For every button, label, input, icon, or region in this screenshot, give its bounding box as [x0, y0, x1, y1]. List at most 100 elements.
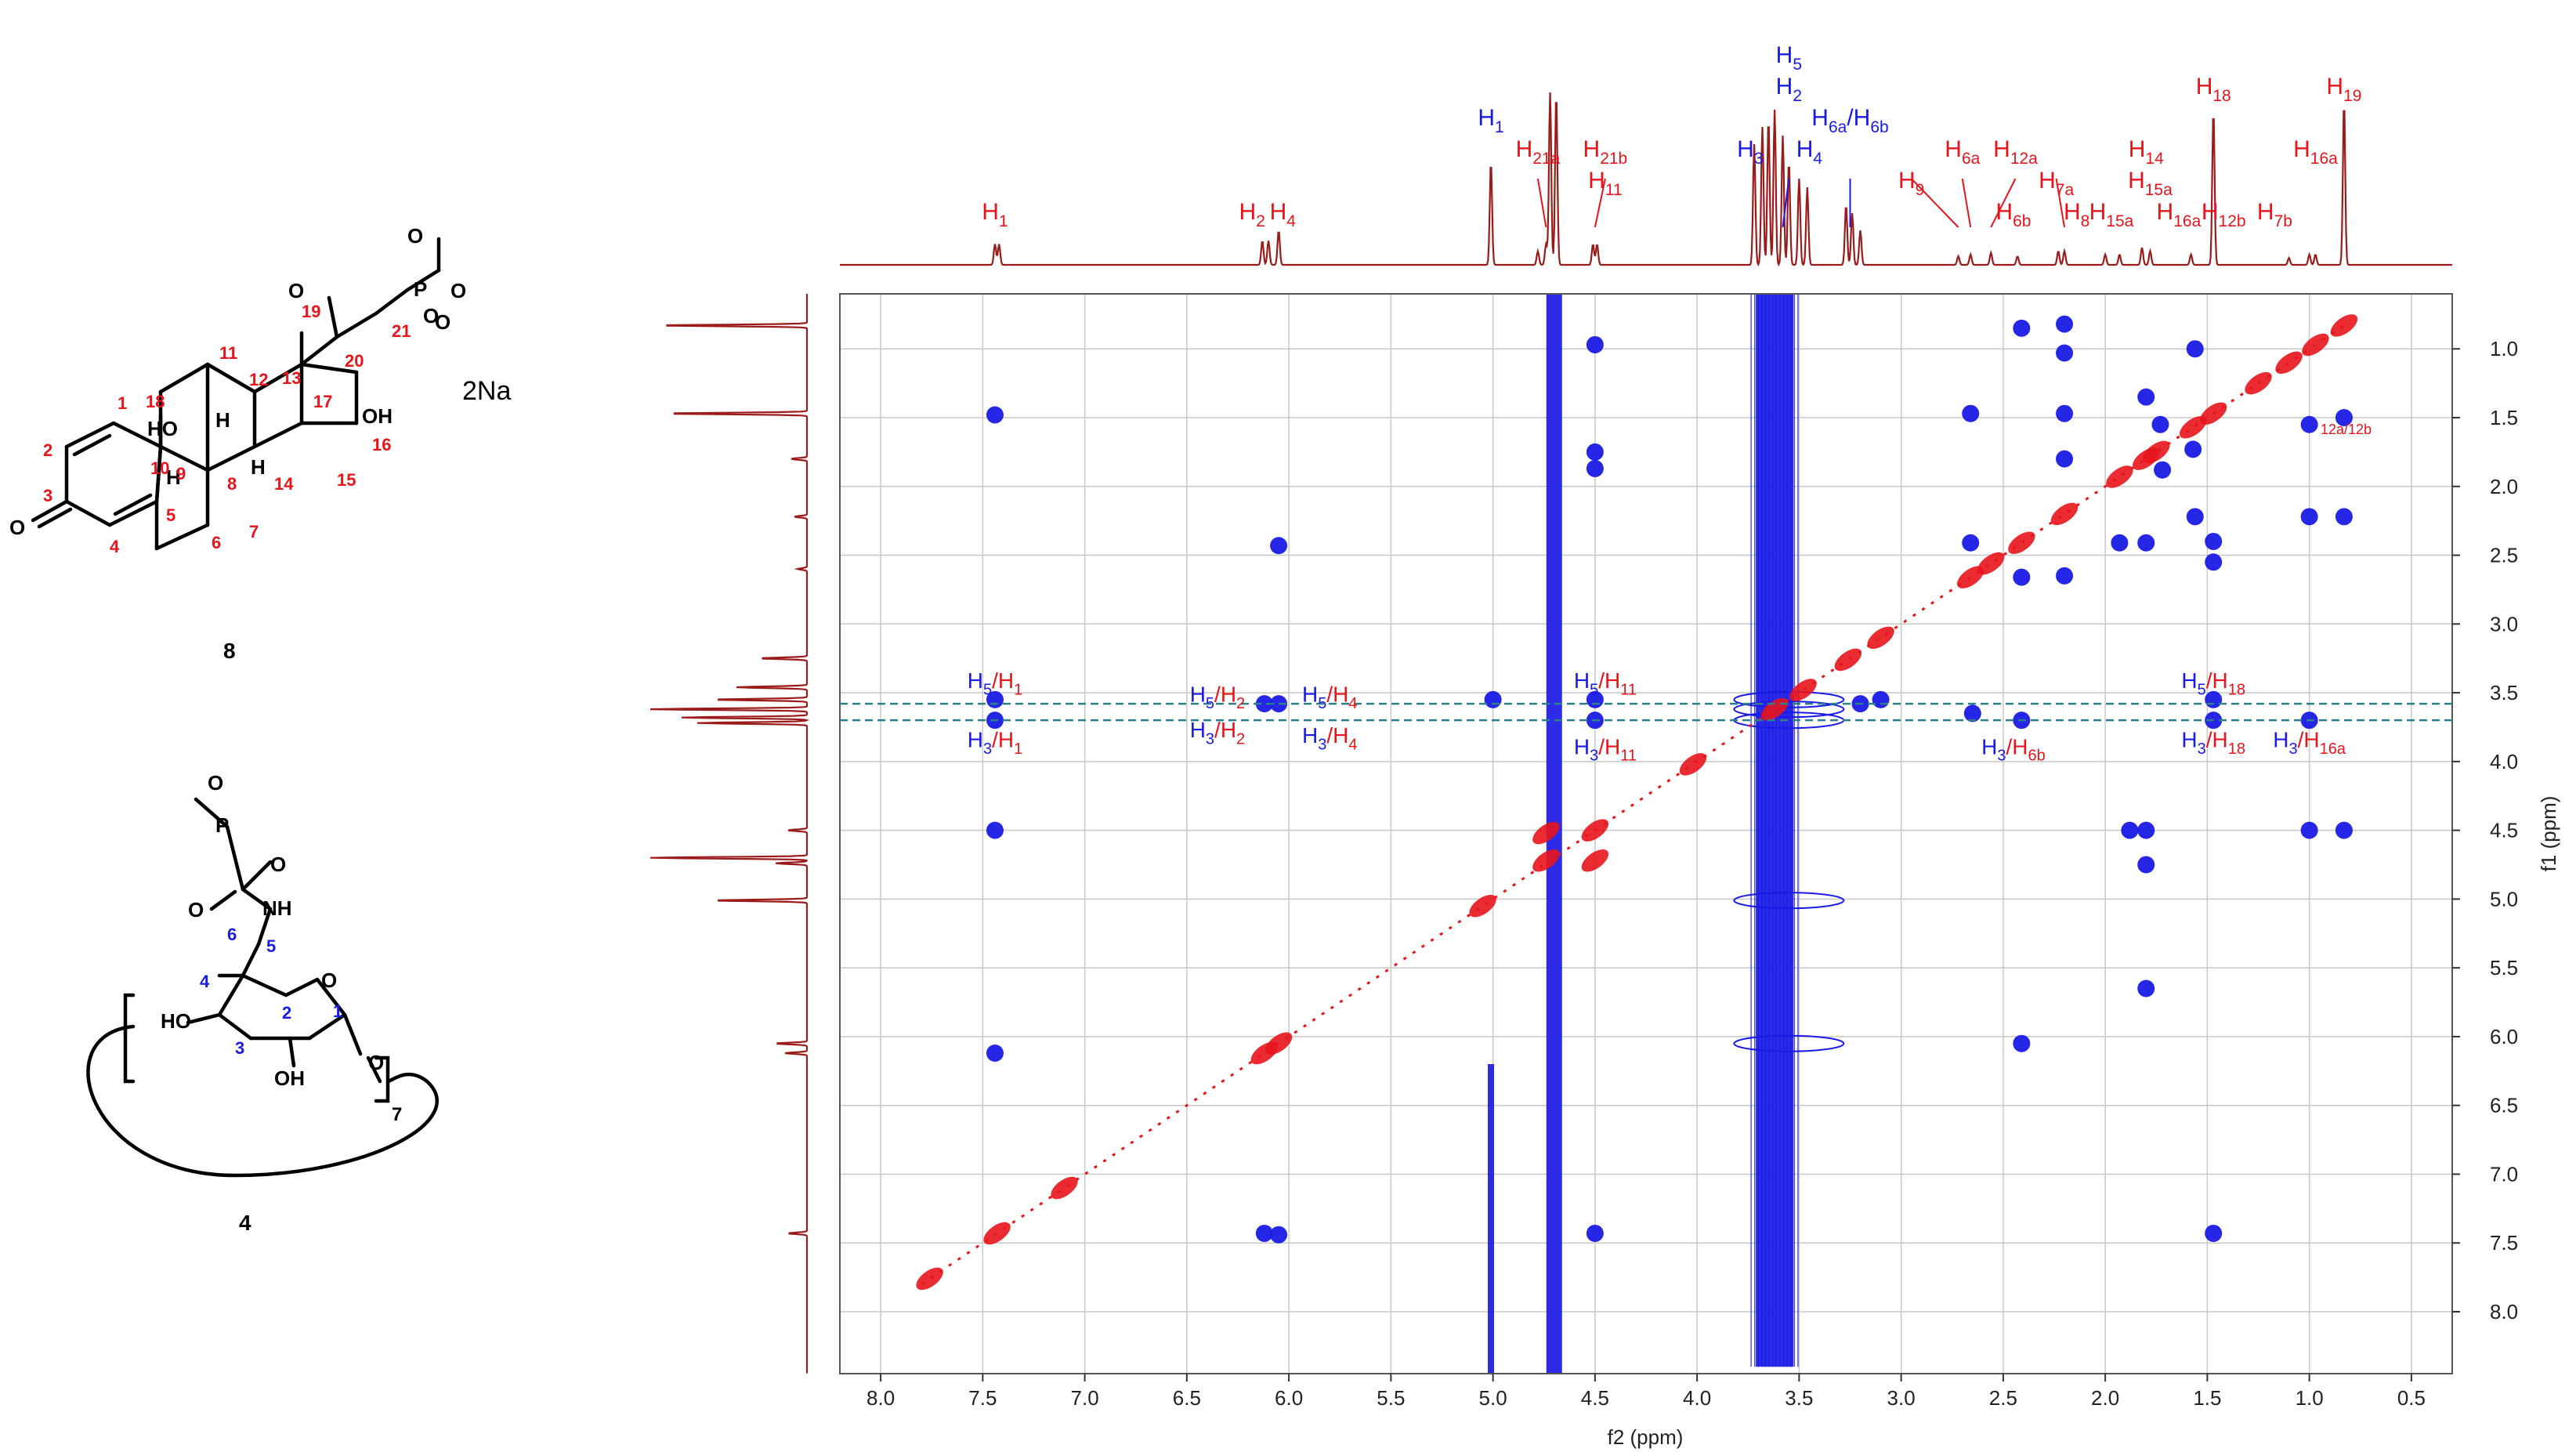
- compound-4-label: 4: [239, 1211, 251, 1235]
- cross-peak-mark: [1255, 695, 1273, 713]
- label-arrow: [1990, 178, 2017, 228]
- atom-number: 3: [235, 1038, 244, 1058]
- label-arrow: [1961, 178, 1972, 228]
- cross-peak-mark: [1270, 1226, 1288, 1244]
- label-letter: H: [1190, 683, 1206, 707]
- label-arrow: [1910, 178, 1959, 228]
- label-letter: /H: [1847, 105, 1870, 131]
- x-tick-label: 2.5: [1989, 1386, 2017, 1410]
- cross-peak-mark: [2205, 690, 2223, 708]
- svg-text:O: O: [270, 853, 286, 876]
- x-tick-label: 7.5: [968, 1386, 997, 1410]
- cross-peak-mark: [2205, 553, 2223, 571]
- cross-peak-mark: [2186, 508, 2204, 526]
- label-letter: /H: [992, 668, 1014, 693]
- diagonal-peak-mark: [1834, 648, 1862, 672]
- diagonal-peak-mark: [2143, 440, 2170, 464]
- ridge-contour: [1733, 701, 1845, 719]
- label-arrow: [1536, 178, 1547, 228]
- cross-peak-mark: [1255, 1224, 1273, 1242]
- label-subscript: 1: [999, 212, 1008, 230]
- cross-peak-mark: [2186, 340, 2204, 358]
- atom-number: 1: [118, 393, 127, 413]
- top-peak-label: H21a: [1516, 136, 1561, 168]
- cross-peak-label: H5/H1: [968, 668, 1022, 698]
- svg-text:O: O: [288, 279, 304, 302]
- label-subscript: 5: [1318, 695, 1326, 712]
- compound-4-bonds: [86, 797, 439, 1178]
- svg-text:O: O: [368, 1051, 384, 1074]
- diagonal-peak-mark: [2245, 371, 2272, 395]
- atom-number: 5: [166, 505, 175, 525]
- top-peak-label: H2: [1776, 74, 1802, 105]
- label-subscript: 6b: [2028, 748, 2045, 765]
- cross-peak-label: H3/H1: [968, 728, 1022, 758]
- label-letter: H: [2039, 168, 2056, 194]
- cross-peak-mark: [1586, 335, 1604, 353]
- cross-peak-mark: [2013, 319, 2031, 337]
- cross-peak-mark: [2121, 821, 2139, 839]
- label-subscript: 15a: [2106, 212, 2133, 230]
- label-subscript: 1: [1014, 681, 1022, 698]
- label-letter: /H: [2206, 668, 2228, 693]
- label-letter: H: [968, 728, 983, 752]
- atom-number: 1: [333, 1001, 342, 1021]
- svg-text:O: O: [450, 279, 466, 302]
- y-tick-label: 2.0: [2490, 475, 2518, 498]
- cross-peak-mark: [986, 821, 1004, 839]
- atom-number: 10: [150, 458, 169, 478]
- label-letter: H: [1190, 718, 1206, 742]
- svg-text:O: O: [407, 224, 423, 248]
- ridge-contour: [1733, 690, 1845, 708]
- top-peak-label: H18: [2196, 74, 2231, 105]
- x-tick-label: 4.5: [1581, 1386, 1609, 1410]
- cross-peak-mark: [2335, 508, 2353, 526]
- cross-peak-mark: [1586, 1224, 1604, 1242]
- label-subscript: 3: [2289, 740, 2298, 758]
- label-letter: H: [1737, 136, 1754, 162]
- y-tick-label: 1.5: [2490, 406, 2518, 429]
- label-subscript: 16a: [2310, 150, 2338, 168]
- top-peak-label: H6a/H6b: [1811, 105, 1888, 136]
- compound-4-atom-numbers: 1 2 3 4 5 6: [200, 925, 342, 1058]
- cross-peak-mark: [2205, 1224, 2223, 1242]
- cross-peak-mark: [2335, 821, 2353, 839]
- label-subscript: 6a: [1829, 118, 1847, 136]
- top-peak-label: H1: [1478, 105, 1503, 136]
- diagonal-peak-mark: [916, 1267, 943, 1291]
- diagonal-peak-mark: [1789, 679, 1817, 701]
- label-subscript: 16a: [2320, 740, 2346, 758]
- top-peak-label: H2: [1239, 199, 1265, 230]
- label-subscript: 5: [2198, 681, 2206, 698]
- diagonal-peak-mark: [2275, 351, 2303, 375]
- label-subscript: 2: [1236, 731, 1245, 748]
- x-tick-label: 0.5: [2397, 1386, 2426, 1410]
- y-tick-label: 8.0: [2490, 1300, 2518, 1323]
- label-subscript: 1: [1495, 118, 1504, 136]
- svg-text:HO: HO: [161, 1009, 191, 1033]
- cross-peak-mark: [1962, 534, 1980, 552]
- atom-number: 2: [43, 440, 52, 460]
- y-tick-label: 3.5: [2490, 681, 2518, 704]
- label-subscript: 3: [1590, 748, 1598, 765]
- cross-peak-mark: [2056, 450, 2074, 468]
- label-letter: H: [1995, 199, 2013, 225]
- diagonal-peak-mark: [1867, 626, 1894, 650]
- label-letter: H: [1516, 136, 1533, 162]
- y-tick-label: 5.5: [2490, 956, 2518, 979]
- label-letter: H: [1574, 734, 1590, 759]
- y-tick-label: 1.0: [2490, 337, 2518, 360]
- label-letter: H: [2257, 199, 2274, 225]
- label-letter: H: [1583, 136, 1601, 162]
- label-letter: H: [1302, 683, 1318, 707]
- diagonal-peak-mark: [2302, 333, 2329, 357]
- label-letter: H: [968, 668, 983, 693]
- cross-peak-mark: [2300, 508, 2318, 526]
- svg-text:HO: HO: [147, 417, 178, 440]
- label-letter: /H: [1326, 683, 1348, 707]
- x-axis: 8.0 7.5 7.0 6.5 6.0 5.5 5.0 4.5 4.0 3.5 3.0 2.5 2.0 1…: [867, 1374, 2426, 1410]
- label-arrow: [2055, 178, 2066, 228]
- label-subscript: 2: [1256, 212, 1265, 230]
- label-subscript: 5: [983, 681, 992, 698]
- atom-number: 11: [219, 343, 237, 363]
